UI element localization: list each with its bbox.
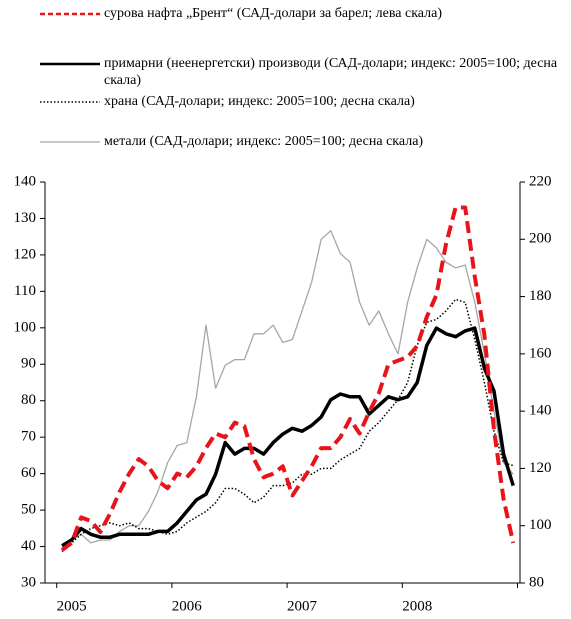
y-tick-label: 30	[21, 574, 36, 590]
legend-label: метали (САД-долари; индекс: 2005=100; де…	[104, 134, 424, 149]
x-tick-label: 2007	[287, 598, 318, 614]
series-line	[61, 298, 514, 553]
y2-tick-label: 120	[529, 460, 552, 476]
y-tick-label: 140	[14, 173, 37, 189]
series-line	[61, 230, 514, 550]
y2-tick-label: 200	[529, 231, 552, 247]
legend-label: примарни (неенергетски) производи (САД-д…	[104, 56, 558, 88]
y2-tick-label: 220	[529, 173, 552, 189]
y2-tick-label: 160	[529, 345, 552, 361]
x-tick-label: 2006	[172, 598, 203, 614]
series-line	[61, 326, 515, 548]
y-tick-label: 100	[14, 319, 37, 335]
series-line	[60, 205, 516, 552]
y-tick-label: 80	[21, 392, 36, 408]
y-tick-label: 120	[14, 246, 37, 262]
y2-tick-label: 80	[529, 574, 544, 590]
y2-tick-label: 180	[529, 288, 552, 304]
y-tick-label: 110	[14, 283, 36, 299]
y2-tick-label: 100	[529, 517, 552, 533]
y2-tick-label: 140	[529, 403, 552, 419]
legend-label: сурова нафта „Брент“ (САД-долари за баре…	[104, 6, 443, 21]
y-tick-label: 130	[14, 210, 37, 226]
legend-label: храна (САД-долари; индекс: 2005=100; дес…	[104, 94, 415, 109]
y-tick-label: 90	[21, 356, 36, 372]
x-tick-label: 2008	[402, 598, 432, 614]
y-tick-label: 40	[21, 538, 36, 554]
y-tick-label: 70	[21, 429, 36, 445]
y-tick-label: 50	[21, 502, 36, 518]
x-tick-label: 2005	[57, 598, 87, 614]
y-tick-label: 60	[21, 465, 36, 481]
